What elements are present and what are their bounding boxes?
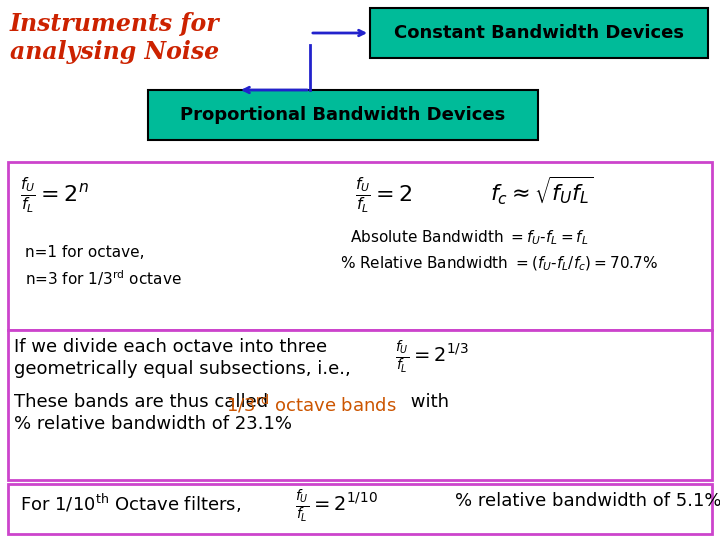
Text: These bands are thus called: These bands are thus called	[14, 393, 274, 411]
Text: For 1/10$^{\rm th}$ Octave filters,: For 1/10$^{\rm th}$ Octave filters,	[20, 492, 241, 515]
Text: $f_c \approx \sqrt{f_U f_L}$: $f_c \approx \sqrt{f_U f_L}$	[490, 175, 593, 207]
Bar	[8, 484, 712, 534]
Text: 1/3$^{\rm rd}$ octave bands: 1/3$^{\rm rd}$ octave bands	[226, 393, 397, 415]
Text: with: with	[405, 393, 449, 411]
Text: $\frac{f_U}{f_L} = 2^{1/3}$: $\frac{f_U}{f_L} = 2^{1/3}$	[395, 338, 469, 375]
Text: Proportional Bandwidth Devices: Proportional Bandwidth Devices	[181, 106, 505, 124]
Text: % Relative Bandwidth $= (f_U\text{-}f_L / f_c) = 70.7\%$: % Relative Bandwidth $= (f_U\text{-}f_L …	[340, 255, 658, 273]
Text: $\frac{f_U}{f_L} = 2$: $\frac{f_U}{f_L} = 2$	[355, 175, 413, 215]
Text: n=3 for 1/3$^{\rm rd}$ octave: n=3 for 1/3$^{\rm rd}$ octave	[25, 268, 181, 288]
Text: % relative bandwidth of 23.1%: % relative bandwidth of 23.1%	[14, 415, 292, 433]
Bar	[8, 330, 712, 480]
Bar	[8, 162, 712, 330]
Bar	[370, 8, 708, 58]
Text: $\frac{f_U}{f_L} = 2^{1/10}$: $\frac{f_U}{f_L} = 2^{1/10}$	[295, 487, 378, 524]
Text: Instruments for
analysing Noise: Instruments for analysing Noise	[10, 12, 220, 64]
Text: n=1 for octave,: n=1 for octave,	[25, 245, 145, 260]
Text: % relative bandwidth of 5.1%: % relative bandwidth of 5.1%	[455, 492, 720, 510]
Text: If we divide each octave into three: If we divide each octave into three	[14, 338, 327, 356]
Text: Absolute Bandwidth $= f_U\text{-}f_L = f_L$: Absolute Bandwidth $= f_U\text{-}f_L = f…	[350, 228, 588, 247]
Text: geometrically equal subsections, i.e.,: geometrically equal subsections, i.e.,	[14, 360, 351, 378]
Text: $\frac{f_U}{f_L} = 2^n$: $\frac{f_U}{f_L} = 2^n$	[20, 175, 89, 215]
Text: Constant Bandwidth Devices: Constant Bandwidth Devices	[394, 24, 684, 42]
Bar	[148, 90, 538, 140]
